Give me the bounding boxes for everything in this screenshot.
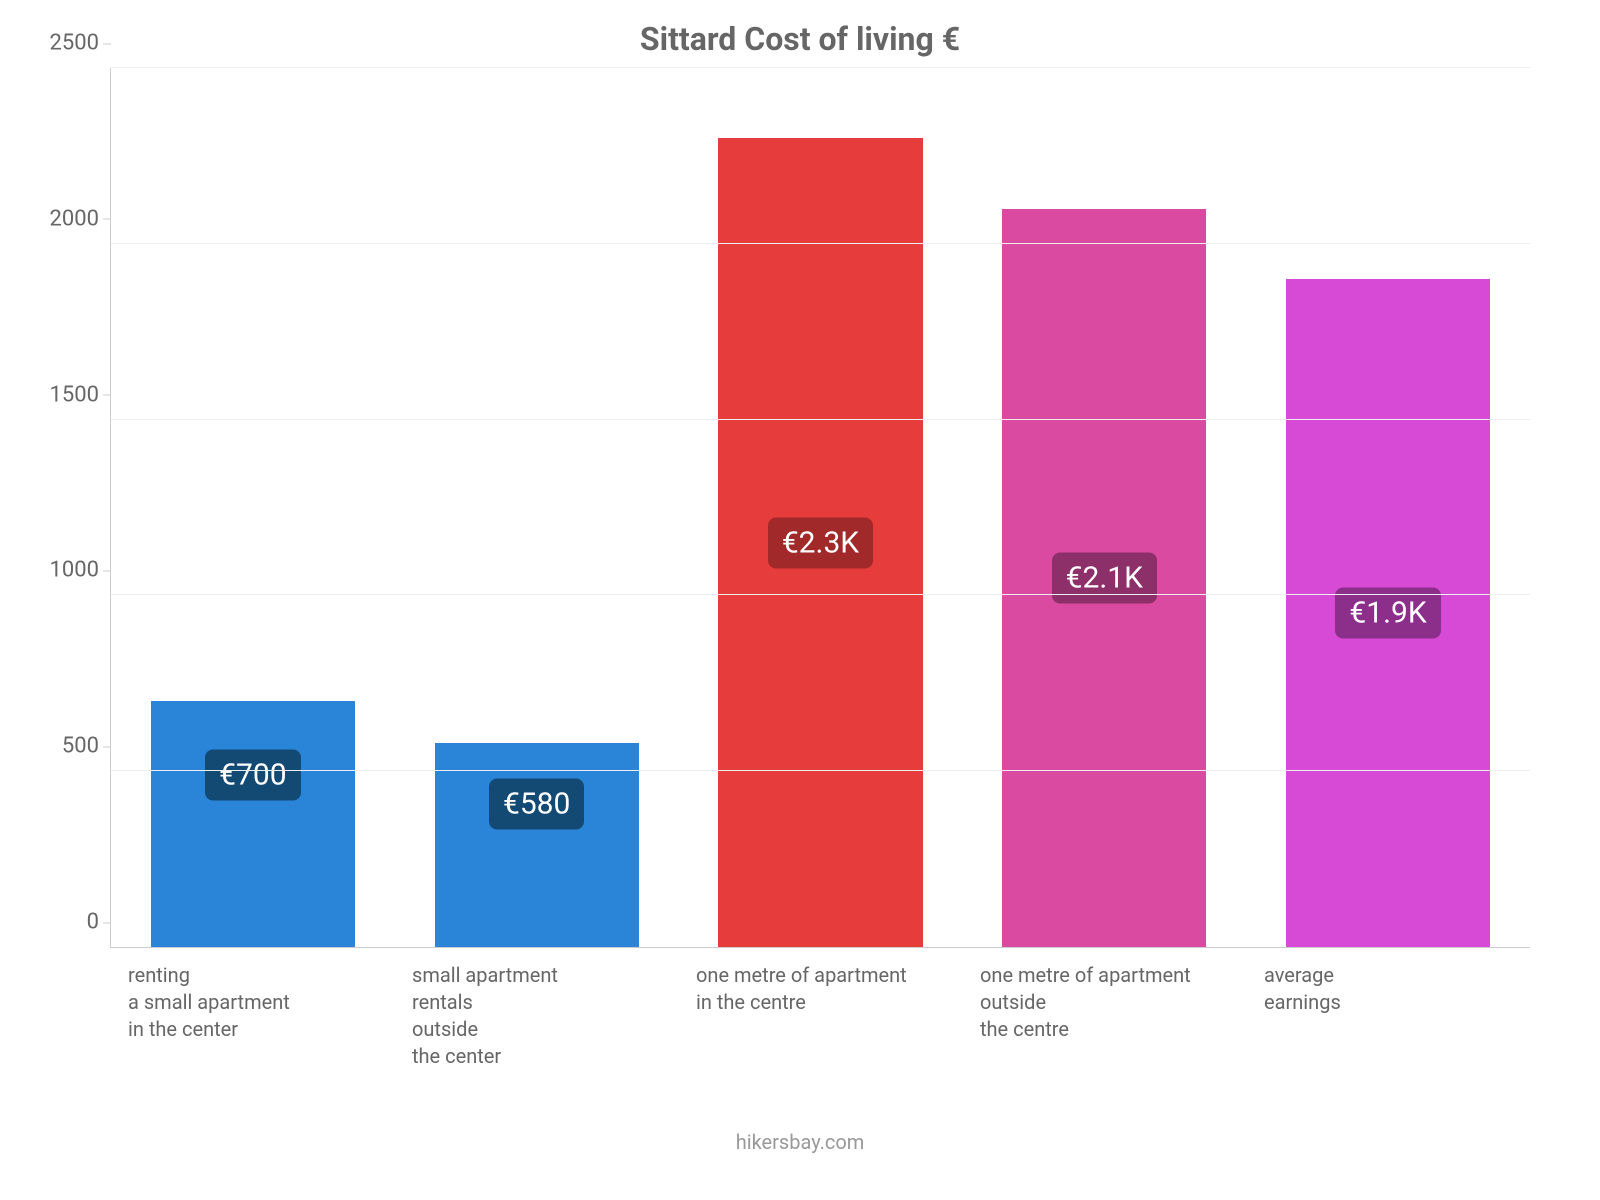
- y-tick-label: 1500: [50, 382, 111, 407]
- grid-line: [111, 594, 1530, 595]
- bar-slot: €1.9K: [1246, 68, 1530, 947]
- y-tick-label: 0: [87, 910, 111, 935]
- bar-slot: €2.3K: [679, 68, 963, 947]
- bars-container: €700 €580 €2.3K €2.1K €1.9K: [111, 68, 1530, 947]
- x-axis-label: one metre of apartmentoutsidethe centre: [962, 962, 1246, 1070]
- attribution-text: hikersbay.com: [40, 1130, 1560, 1154]
- bar: €700: [151, 701, 355, 947]
- x-axis-label: averageearnings: [1246, 962, 1530, 1070]
- y-tick-label: 2000: [50, 206, 111, 231]
- bar-slot: €700: [111, 68, 395, 947]
- bar-value-label: €700: [205, 749, 300, 800]
- grid-line: [111, 243, 1530, 244]
- bar-value-label: €2.1K: [1052, 552, 1157, 603]
- grid-line: [111, 67, 1530, 68]
- x-axis-labels: rentinga small apartmentin the centersma…: [110, 962, 1530, 1070]
- x-axis-label: rentinga small apartmentin the center: [110, 962, 394, 1070]
- y-tick-label: 2500: [50, 31, 111, 56]
- bar: €1.9K: [1286, 279, 1490, 947]
- bar-value-label: €2.3K: [768, 517, 873, 568]
- y-tick-label: 500: [62, 734, 111, 759]
- bar-slot: €580: [395, 68, 679, 947]
- bar: €2.1K: [1002, 209, 1206, 947]
- bar: €580: [435, 743, 639, 947]
- chart-title: Sittard Cost of living €: [40, 20, 1560, 58]
- cost-of-living-chart: Sittard Cost of living € €700 €580 €2.3K €2…: [0, 0, 1600, 1200]
- bar-slot: €2.1K: [962, 68, 1246, 947]
- y-tick-label: 1000: [50, 558, 111, 583]
- plot-area: €700€580€2.3K€2.1K€1.9K 0500100015002000…: [110, 68, 1530, 948]
- grid-line: [111, 770, 1530, 771]
- grid-line: [111, 419, 1530, 420]
- x-axis-label: small apartmentrentalsoutsidethe center: [394, 962, 678, 1070]
- bar: €2.3K: [718, 138, 922, 947]
- x-axis-label: one metre of apartmentin the centre: [678, 962, 962, 1070]
- bar-value-label: €580: [489, 779, 584, 830]
